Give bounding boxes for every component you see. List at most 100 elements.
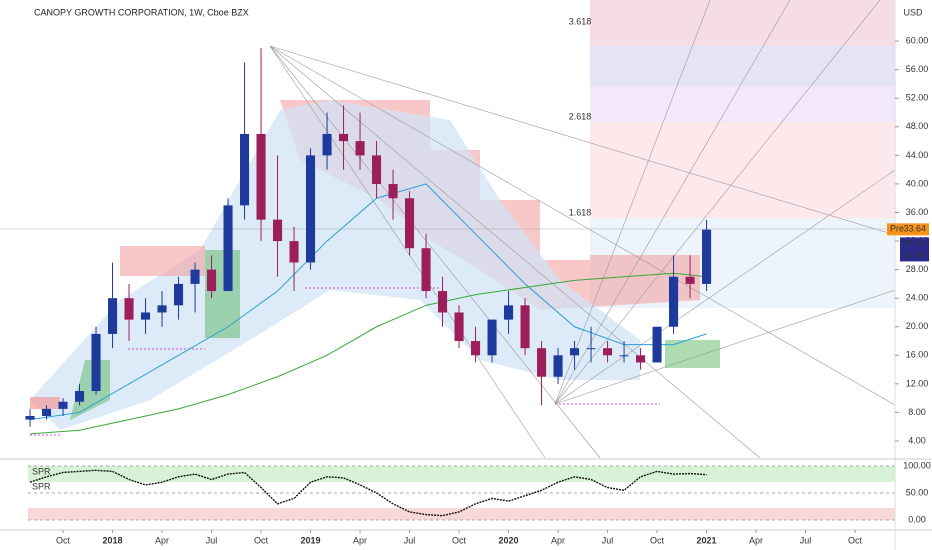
candle-body — [570, 348, 580, 356]
osc-tick-label: 50.00 — [906, 487, 929, 497]
candle-body — [669, 276, 679, 327]
y-tick-label: 52.00 — [906, 93, 929, 103]
candle-body — [355, 141, 365, 156]
candle-body — [372, 155, 382, 184]
candle-body — [140, 312, 151, 320]
candle-body — [537, 348, 547, 377]
last-badge — [900, 237, 929, 262]
resistance-zone — [30, 397, 60, 409]
candle-body — [339, 133, 349, 142]
candle-body — [504, 305, 514, 320]
candle-body — [190, 269, 200, 284]
candle-body — [388, 183, 398, 199]
candle-body — [207, 269, 217, 292]
candle-body — [652, 326, 662, 363]
support-cloud — [30, 100, 640, 430]
fib-zone — [590, 86, 895, 122]
candle-body — [553, 355, 563, 377]
fib-label: 1.618 — [569, 207, 592, 217]
candle-body — [322, 133, 332, 156]
candle-body — [471, 341, 481, 356]
candle-body — [74, 391, 85, 402]
candle-body — [25, 416, 35, 420]
candle-body — [223, 205, 233, 292]
x-tick-label: 2020 — [499, 535, 519, 545]
oscillator-line — [29, 469, 707, 517]
candle-body — [487, 319, 497, 356]
overbought-band — [28, 466, 895, 482]
x-tick-label: Oct — [848, 535, 863, 545]
candle-body — [41, 408, 52, 417]
last-price: 33.63 — [903, 238, 926, 248]
candle-body — [520, 305, 530, 349]
y-tick-label: 16.00 — [906, 350, 929, 360]
x-tick-label: Apr — [353, 535, 367, 545]
y-tick-label: 28.00 — [906, 264, 929, 274]
candle-body — [91, 333, 101, 392]
candle-body — [438, 291, 448, 313]
y-tick-label: 4.00 — [908, 435, 926, 445]
candle-body — [702, 229, 712, 284]
x-tick-label: Jul — [602, 535, 614, 545]
currency-label: USD — [903, 7, 923, 17]
y-tick-label: 44.00 — [906, 150, 929, 160]
candle-body — [405, 198, 415, 249]
candle-body — [124, 298, 134, 320]
pre-label: Pre — [890, 224, 904, 234]
x-tick-label: 2019 — [301, 535, 321, 545]
x-tick-label: Oct — [650, 535, 665, 545]
x-tick-label: Jul — [404, 535, 416, 545]
candle-body — [454, 312, 464, 342]
x-tick-label: Apr — [155, 535, 169, 545]
y-tick-label: 8.00 — [908, 407, 926, 417]
candle-body — [289, 241, 299, 263]
moving-average — [29, 272, 707, 435]
x-tick-label: Oct — [56, 535, 71, 545]
fan-lines — [0, 0, 896, 459]
x-tick-label: Oct — [452, 535, 467, 545]
countdown: 1d 8h — [903, 250, 926, 260]
candle-body — [586, 348, 596, 350]
candle-body — [603, 348, 613, 356]
moving-average — [29, 183, 707, 421]
fib-zone — [590, 122, 895, 218]
x-tick-label: Jul — [206, 535, 218, 545]
pre-badge — [887, 223, 929, 236]
x-tick-label: Apr — [749, 535, 763, 545]
y-tick-label: 36.00 — [906, 207, 929, 217]
candle-body — [174, 283, 184, 306]
candle-body — [421, 248, 431, 292]
fib-zone — [590, 0, 895, 46]
fib-zone — [590, 46, 895, 86]
x-tick-label: Apr — [551, 535, 565, 545]
y-tick-label: 56.00 — [906, 64, 929, 74]
x-tick-label: 2021 — [697, 535, 717, 545]
indicator-label: SPR — [32, 466, 51, 476]
candle-body — [685, 276, 695, 284]
indicator-label: SPR — [32, 481, 51, 491]
y-tick-label: 48.00 — [906, 121, 929, 131]
y-tick-label: 24.00 — [906, 293, 929, 303]
y-tick-label: 20.00 — [906, 321, 929, 331]
osc-tick-label: 0.00 — [908, 514, 926, 524]
candle-body — [306, 155, 316, 263]
candle-body — [157, 305, 167, 313]
y-tick-label: 60.00 — [906, 36, 929, 46]
candle-body — [240, 133, 250, 206]
fib-label: 3.618 — [569, 16, 592, 26]
osc-tick-label: 100.00 — [903, 460, 931, 470]
x-tick-label: 2018 — [103, 535, 123, 545]
candle-body — [619, 355, 629, 357]
y-tick-label: 40.00 — [906, 178, 929, 188]
candle-body — [107, 298, 118, 334]
y-tick-label: 12.00 — [906, 378, 929, 388]
candle-body — [273, 219, 283, 242]
chart-title: CANOPY GROWTH CORPORATION, 1W, Cboe BZX — [34, 7, 249, 17]
candle-body — [636, 355, 646, 363]
x-tick-label: Oct — [254, 535, 269, 545]
x-tick-label: Jul — [800, 535, 812, 545]
level-lines — [30, 287, 660, 436]
fib-label: 2.618 — [569, 111, 592, 121]
candle-body — [256, 133, 266, 220]
